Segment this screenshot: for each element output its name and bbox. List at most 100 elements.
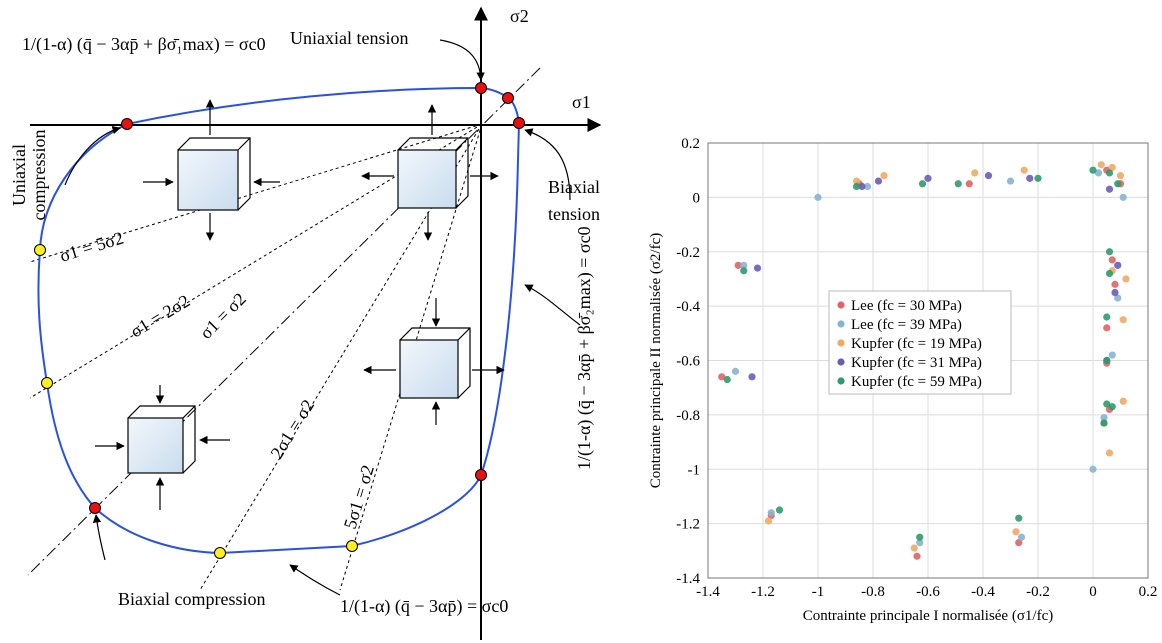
data-point: [764, 517, 773, 525]
formula-right: 1/(1-α) (q̄ − 3αp̄ + βσ̄₂max) = σc0: [574, 226, 595, 470]
failure-diagram: σ2 σ1 Uniaxial tension 1/(1-α) (q̄ − 3αp…: [9, 6, 602, 640]
data-point: [1034, 174, 1042, 182]
callout-arrows: [64, 39, 581, 596]
legend-label: Lee (fc = 39 MPa): [851, 317, 962, 333]
data-point: [1100, 419, 1108, 427]
data-point: [1105, 269, 1114, 278]
path-label: 2σ1 = σ2: [266, 396, 318, 462]
data-point: [814, 193, 822, 201]
data-point: [1119, 193, 1127, 201]
legend-label: Kupfer (fc = 59 MPa): [851, 374, 982, 390]
data-point: [1119, 397, 1127, 405]
path-label: 5σ1 = σ2: [340, 463, 378, 532]
legend-label: Lee (fc = 30 MPa): [851, 298, 962, 314]
data-point: [740, 267, 748, 275]
data-point: [1108, 403, 1116, 411]
y-tick-label: -1: [688, 462, 701, 478]
data-point: [1089, 465, 1097, 473]
data-point: [1100, 413, 1108, 422]
data-point: [1111, 280, 1119, 288]
legend-marker: [837, 301, 845, 309]
data-point: [1012, 528, 1020, 536]
data-point: [1105, 185, 1114, 193]
data-point: [731, 367, 740, 375]
path-label: σ1 = 5σ2: [57, 228, 126, 266]
data-point: [910, 544, 918, 552]
y-tick-label: -0.4: [676, 299, 700, 315]
data-point: [1103, 324, 1111, 332]
load-paths: [27, 67, 541, 591]
legend-box: [828, 290, 1012, 395]
y-tick-label: -0.6: [676, 354, 700, 370]
x-tick-label: -0.6: [916, 584, 940, 600]
data-point: [1015, 514, 1023, 522]
scatter-chart: -1.4 -1.2 -1 -0.8 -0.6 -0.4 -0.2 0 0.2 -1.4 -1.2 -1…: [648, 136, 1157, 624]
data-point: [1105, 449, 1114, 457]
data-point: [1119, 316, 1127, 324]
sigma2-label: σ2: [510, 6, 529, 26]
x-tick-label: -1: [812, 584, 825, 600]
data-point: [718, 373, 726, 381]
data-point: [1122, 275, 1130, 283]
uniaxial-compression: Uniaxialcompression: [9, 130, 49, 221]
data-point: [880, 172, 888, 180]
data-point: [740, 261, 748, 269]
data-point: [1094, 169, 1103, 177]
biaxial-compression: Biaxial compression: [118, 589, 265, 609]
data-point: [723, 375, 731, 384]
data-point: [924, 174, 932, 182]
data-point: [984, 172, 993, 180]
data-point: [1108, 351, 1116, 359]
data-point: [1089, 166, 1097, 174]
legend-marker: [837, 339, 845, 347]
data-point: [1111, 288, 1119, 297]
plot-frame: [707, 142, 1149, 579]
y-tick-label: -1.2: [676, 517, 700, 533]
data-point: [1114, 261, 1122, 269]
data-point: [1114, 180, 1122, 188]
data-point: [913, 552, 921, 560]
data-point: [954, 180, 962, 188]
data-point: [1105, 169, 1114, 177]
key-points: [34, 82, 525, 559]
data-point: [734, 261, 742, 269]
x-axis-label: Contrainte principale I normalisée (σ1/f…: [803, 608, 1054, 624]
data-point: [1026, 174, 1034, 182]
x-tick-label: 0.2: [1139, 584, 1158, 600]
y-tick-label: 0.2: [681, 136, 700, 152]
y-tick-label: 0: [693, 190, 701, 206]
data-point: [1108, 256, 1116, 264]
data-point: [852, 177, 861, 185]
data-point: [1097, 161, 1105, 169]
formula-top: 1/(1-α) (q̄ − 3αp̄ + βσ̄₁max) = σc0: [22, 34, 266, 55]
y-tick-label: -0.8: [676, 408, 700, 424]
legend-label: Kupfer (fc = 19 MPa): [851, 336, 982, 352]
data-point: [916, 539, 924, 547]
data-point: [874, 177, 883, 185]
data-point: [971, 169, 979, 177]
data-point: [852, 182, 861, 191]
data-point: [858, 182, 866, 191]
x-tick-label: -0.4: [971, 584, 995, 600]
y-axis-label: Contrainte principale II normalisée (σ2/…: [648, 233, 664, 488]
legend-marker: [837, 320, 845, 328]
legend-marker: [837, 377, 845, 385]
data-point: [1108, 163, 1116, 172]
data-point: [1116, 172, 1125, 180]
path-label: σ1 = 2σ2: [127, 291, 193, 342]
data-point: [1020, 166, 1028, 174]
formula-bottom: 1/(1-α) (q̄ − 3αp̄) = σc0: [340, 596, 508, 617]
data-point: [748, 373, 756, 381]
x-tick-label: -1.4: [696, 584, 720, 600]
y-tick-label: -1.4: [676, 571, 700, 587]
data-point: [965, 180, 973, 188]
legend-marker: [837, 358, 845, 366]
uniaxial-tension: Uniaxial tension: [290, 28, 408, 48]
data-point: [916, 533, 924, 541]
data-point: [1103, 313, 1111, 321]
biaxial-tension: Biaxial tension: [548, 177, 600, 224]
data-point: [1006, 177, 1015, 185]
y-tick-label: -0.2: [676, 245, 700, 261]
data-point: [918, 180, 927, 188]
